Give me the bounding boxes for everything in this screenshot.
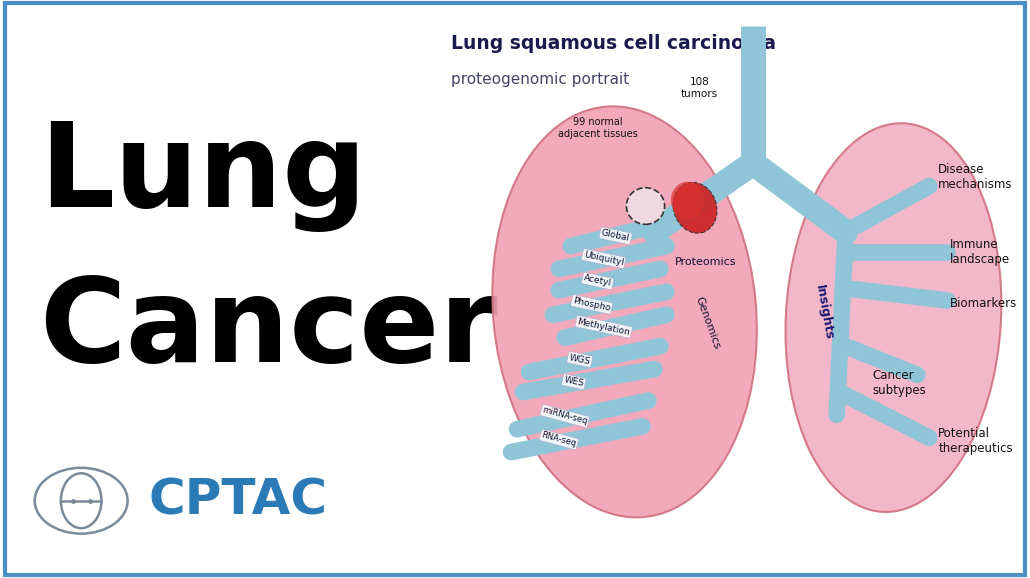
- Text: Ubiquityl: Ubiquityl: [583, 250, 624, 267]
- Ellipse shape: [786, 123, 1001, 512]
- Text: 108
tumors: 108 tumors: [681, 77, 718, 99]
- Text: Immune
landscape: Immune landscape: [950, 238, 1010, 266]
- Text: WES: WES: [563, 375, 585, 388]
- Text: Biomarkers: Biomarkers: [950, 297, 1018, 310]
- Text: Genomics: Genomics: [693, 296, 722, 351]
- Text: Disease
mechanisms: Disease mechanisms: [938, 164, 1012, 191]
- Text: Lung squamous cell carcinoma: Lung squamous cell carcinoma: [451, 34, 777, 53]
- Text: WGS: WGS: [569, 353, 591, 366]
- Text: proteogenomic portrait: proteogenomic portrait: [451, 72, 629, 87]
- Text: Potential
therapeutics: Potential therapeutics: [938, 427, 1012, 455]
- Ellipse shape: [671, 181, 703, 219]
- Text: Methylation: Methylation: [577, 317, 631, 337]
- Text: Lung: Lung: [39, 117, 367, 232]
- Text: Acetyl: Acetyl: [583, 273, 613, 288]
- Text: RNA-seq: RNA-seq: [541, 431, 578, 449]
- Text: Cancer
subtypes: Cancer subtypes: [872, 369, 926, 398]
- Circle shape: [626, 188, 664, 224]
- Text: Phospho: Phospho: [572, 296, 612, 313]
- Text: CPTAC: CPTAC: [148, 477, 328, 525]
- Text: Proteomics: Proteomics: [676, 257, 736, 266]
- Text: Cancer: Cancer: [39, 272, 497, 387]
- Text: 99 normal
adjacent tissues: 99 normal adjacent tissues: [558, 117, 638, 139]
- Text: miRNA-seq: miRNA-seq: [542, 406, 588, 427]
- Ellipse shape: [492, 106, 757, 517]
- Text: Global: Global: [600, 228, 630, 243]
- Ellipse shape: [674, 182, 717, 233]
- Text: Insights: Insights: [813, 283, 835, 340]
